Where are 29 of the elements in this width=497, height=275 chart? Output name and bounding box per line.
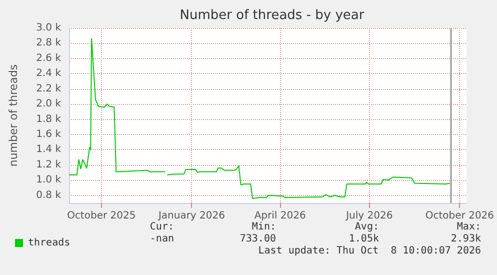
chart-title: Number of threads - by year [180, 8, 365, 23]
y-tick-label: 2.4 k [36, 68, 62, 80]
text: 1.05k [348, 234, 379, 244]
text: -nan [150, 234, 174, 244]
x-tick-label: July 2026 [345, 210, 393, 222]
text: Min: [252, 222, 276, 232]
y-axis-title: number of threads [7, 64, 20, 167]
x-tick-label: October 2025 [67, 210, 136, 222]
x-tick-label: October 2026 [425, 210, 494, 222]
legend-label: threads [28, 238, 70, 248]
y-tick-label: 3.0 k [36, 22, 62, 34]
y-tick-label: 0.8 k [36, 190, 62, 201]
text: Avg: [354, 222, 379, 232]
x-tick-label: January 2026 [157, 210, 225, 222]
text: Max: [456, 222, 481, 232]
y-tick-label: 1.8 k [36, 114, 62, 125]
text: 2.93k [450, 234, 481, 244]
y-tick-label: 2.0 k [36, 98, 62, 110]
y-tick-label: 1.6 k [36, 129, 62, 140]
y-tick-label: 2.6 k [36, 52, 62, 64]
y-tick-label: 1.4 k [36, 144, 62, 156]
y-tick-label: 1.2 k [36, 159, 62, 170]
y-tick-label: 2.2 k [36, 83, 62, 94]
text: Last update: Thu Oct 8 10:00:07 2026 [258, 246, 482, 256]
text: Cur: [150, 222, 174, 232]
y-tick-label: 2.8 k [36, 38, 62, 49]
text: 733.00 [240, 234, 276, 244]
x-tick-label: April 2026 [254, 210, 306, 222]
y-tick-label: 1.0 k [36, 174, 62, 186]
